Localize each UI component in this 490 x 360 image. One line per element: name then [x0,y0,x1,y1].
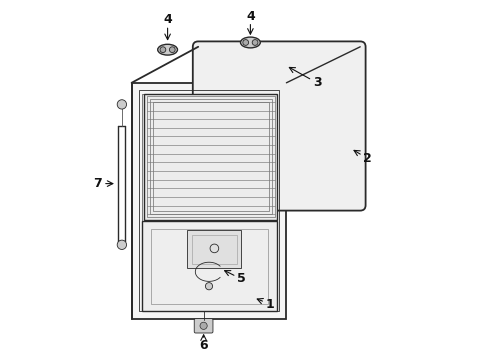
Text: 6: 6 [199,339,208,352]
Circle shape [252,40,258,45]
FancyBboxPatch shape [193,41,366,211]
Polygon shape [143,221,277,311]
Circle shape [160,47,166,53]
Polygon shape [132,83,286,319]
Text: 4: 4 [163,13,172,26]
Text: 2: 2 [363,152,372,165]
Circle shape [117,100,126,109]
Text: 4: 4 [246,10,255,23]
Ellipse shape [241,37,260,48]
Circle shape [243,40,248,45]
FancyBboxPatch shape [194,319,213,333]
Polygon shape [144,94,277,220]
Text: 5: 5 [237,273,246,285]
Polygon shape [187,230,242,268]
Text: 1: 1 [266,298,274,311]
Ellipse shape [158,44,177,55]
Circle shape [205,283,213,290]
Circle shape [170,47,175,53]
Text: 3: 3 [313,76,321,89]
Circle shape [200,322,207,329]
Text: 7: 7 [93,177,102,190]
Circle shape [117,240,126,249]
